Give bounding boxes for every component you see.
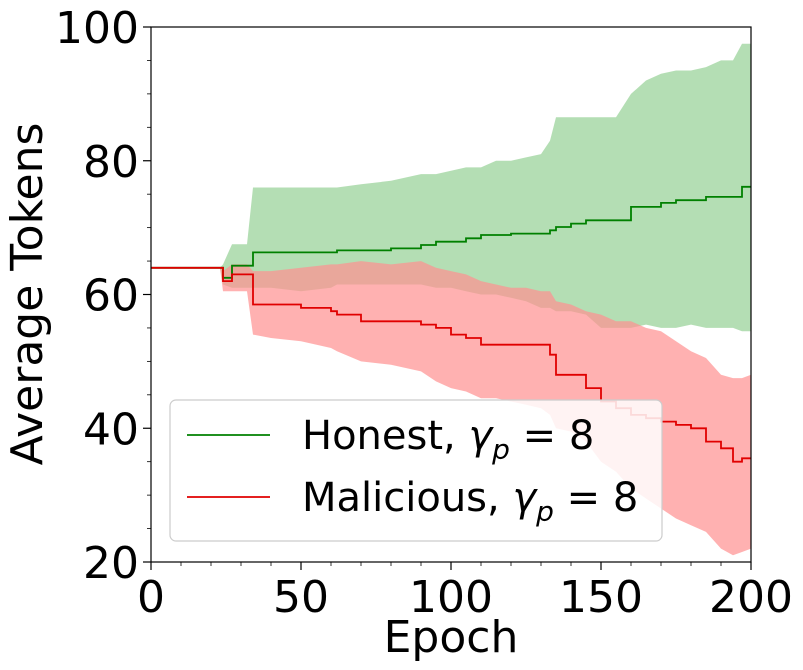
- legend-label-malicious: Malicious, γp = 8: [302, 475, 638, 528]
- x-axis-title: Epoch: [384, 612, 519, 663]
- x-axis: 0 50 100 150 200: [137, 562, 793, 623]
- legend-label-honest: Honest, γp = 8: [302, 413, 594, 466]
- band-malicious: [151, 261, 751, 556]
- x-tick-label: 150: [559, 572, 643, 623]
- y-tick-label: 100: [55, 3, 139, 54]
- x-tick-label: 0: [137, 572, 165, 623]
- confidence-bands: [151, 43, 751, 556]
- band-honest: [151, 43, 751, 332]
- y-axis-title: Average Tokens: [2, 123, 53, 466]
- y-tick-label: 20: [83, 538, 139, 589]
- y-axis: 20 40 60 80 100: [55, 3, 151, 589]
- x-tick-label: 100: [409, 572, 493, 623]
- series-line-honest: [151, 185, 751, 279]
- y-tick-label: 80: [83, 137, 139, 188]
- y-tick-label: 60: [83, 271, 139, 322]
- series-lines: [151, 185, 751, 463]
- legend-box: [169, 399, 663, 542]
- x-tick-label: 50: [273, 572, 329, 623]
- y-tick-label: 40: [83, 404, 139, 455]
- x-tick-label: 200: [709, 572, 793, 623]
- legend: Honest, γp = 8 Malicious, γp = 8: [169, 399, 663, 542]
- series-line-malicious: [151, 266, 751, 463]
